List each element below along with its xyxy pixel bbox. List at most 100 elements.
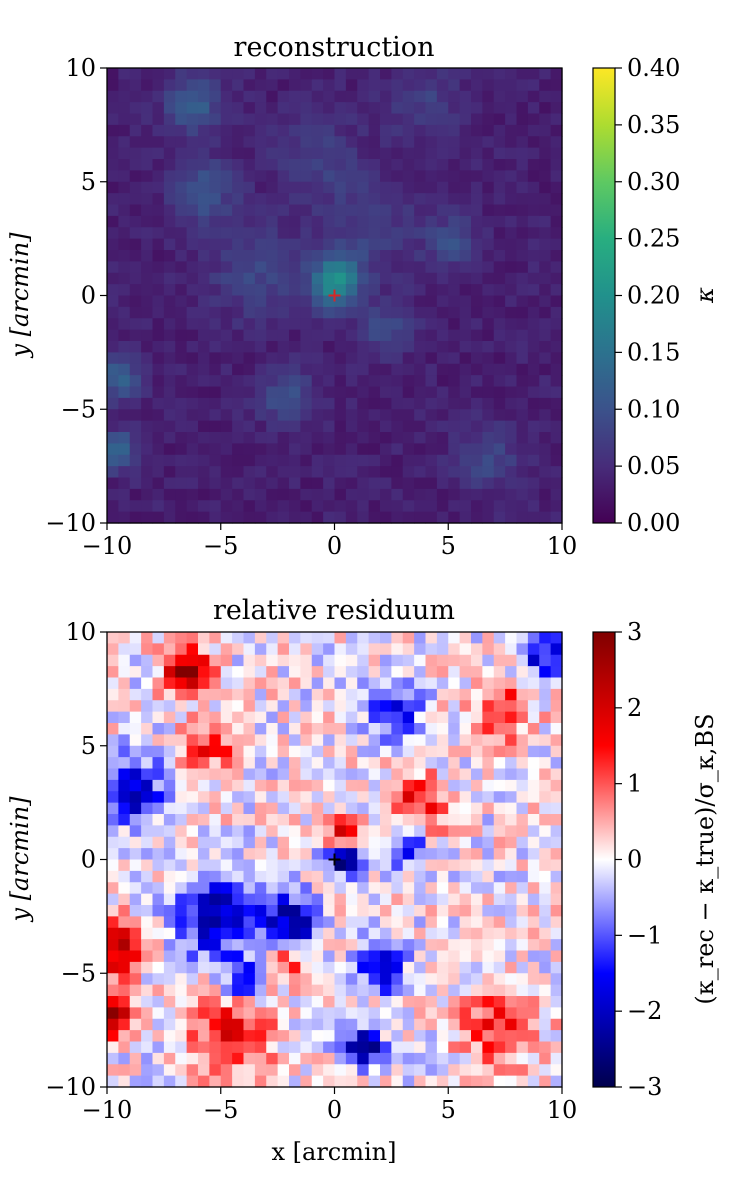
heatmap-cell (539, 227, 552, 240)
heatmap-cell (505, 477, 518, 490)
heatmap-cell (414, 500, 427, 513)
heatmap-cell (311, 443, 324, 456)
heatmap-cell (505, 700, 518, 713)
heatmap-cell (141, 870, 154, 883)
heatmap-cell (277, 193, 290, 206)
heatmap-cell (539, 306, 552, 319)
heatmap-cell (118, 68, 131, 80)
heatmap-cell (368, 802, 381, 815)
heatmap-cell (471, 893, 483, 906)
heatmap-cell (368, 961, 381, 974)
heatmap-cell (209, 1064, 222, 1077)
heatmap-cell (243, 250, 256, 262)
heatmap-cell (448, 147, 461, 160)
heatmap-cell (436, 961, 449, 974)
heatmap-cell (266, 261, 279, 274)
heatmap-cell (289, 227, 301, 240)
heatmap-cell (243, 170, 256, 183)
heatmap-cell (459, 227, 472, 240)
heatmap-cell (493, 734, 506, 747)
heatmap-cell (186, 791, 199, 804)
heatmap-cell (425, 79, 438, 92)
heatmap-cell (175, 859, 188, 872)
heatmap-cell (209, 397, 222, 410)
heatmap-cell (505, 1052, 518, 1065)
heatmap-cell (118, 802, 131, 815)
heatmap-cell (289, 284, 301, 297)
heatmap-cell (334, 488, 347, 501)
heatmap-cell (129, 454, 142, 467)
heatmap-cell (254, 632, 267, 644)
heatmap-cell (175, 632, 188, 644)
heatmap-cell (402, 973, 415, 986)
heatmap-cell (380, 250, 392, 262)
heatmap-cell (402, 204, 415, 217)
heatmap-cell (175, 711, 188, 724)
heatmap-cell (482, 768, 495, 781)
heatmap-cell (402, 996, 415, 1008)
heatmap-cell (550, 113, 563, 126)
heatmap-cell (266, 352, 279, 365)
heatmap-cell (380, 723, 392, 735)
heatmap-cell (550, 443, 563, 456)
heatmap-cell (391, 950, 404, 963)
heatmap-cell (459, 420, 472, 433)
heatmap-cell (186, 375, 199, 388)
heatmap-cell (254, 432, 267, 444)
heatmap-cell (220, 488, 233, 501)
heatmap-cell (516, 1018, 529, 1031)
heatmap-cell (152, 905, 165, 917)
heatmap-cell (129, 973, 142, 986)
heatmap-cell (448, 261, 461, 274)
heatmap-cell (493, 654, 506, 667)
heatmap-cell (141, 654, 154, 667)
heatmap-cell (425, 170, 438, 183)
heatmap-cell (209, 1018, 222, 1031)
heatmap-cell (493, 666, 506, 679)
heatmap-cell (436, 632, 449, 644)
heatmap-cell (254, 329, 267, 342)
heatmap-cell (254, 477, 267, 490)
colorbar-tick-label: 0.25 (627, 225, 680, 253)
heatmap-cell (277, 802, 290, 815)
heatmap-cell (141, 193, 154, 206)
heatmap-cell (425, 1064, 438, 1077)
heatmap-cell (175, 723, 188, 735)
heatmap-cell (232, 757, 245, 770)
heatmap-cell (243, 409, 256, 422)
heatmap-cell (334, 443, 347, 456)
heatmap-cell (209, 432, 222, 444)
heatmap-cell (414, 745, 427, 758)
heatmap-cell (266, 295, 279, 308)
heatmap-cell (163, 711, 176, 724)
heatmap-cell (391, 961, 404, 974)
heatmap-cell (368, 261, 381, 274)
heatmap-cell (289, 204, 301, 217)
heatmap-cell (368, 204, 381, 217)
heatmap-cell (357, 916, 370, 929)
heatmap-cell (368, 159, 381, 171)
heatmap-cell (505, 443, 518, 456)
heatmap-cell (300, 973, 313, 986)
heatmap-cell (118, 1007, 131, 1020)
heatmap-cell (129, 1030, 142, 1043)
heatmap-cell (163, 643, 176, 656)
heatmap-cell (482, 306, 495, 319)
heatmap-cell (254, 859, 267, 872)
heatmap-cell (300, 329, 313, 342)
heatmap-cell (527, 814, 540, 826)
heatmap-cell (550, 306, 563, 319)
heatmap-cell (254, 939, 267, 952)
heatmap-cell (232, 643, 245, 656)
heatmap-cell (448, 1052, 461, 1065)
heatmap-cell (471, 386, 483, 399)
ylabel-reconstruction: y [arcmin] (6, 232, 34, 359)
heatmap-cell (482, 973, 495, 986)
heatmap-cell (277, 711, 290, 724)
heatmap-cell (209, 723, 222, 735)
heatmap-cell (425, 215, 438, 228)
heatmap-cell (527, 859, 540, 872)
heatmap-cell (448, 363, 461, 376)
heatmap-cell (198, 1007, 210, 1020)
heatmap-cell (527, 677, 540, 690)
